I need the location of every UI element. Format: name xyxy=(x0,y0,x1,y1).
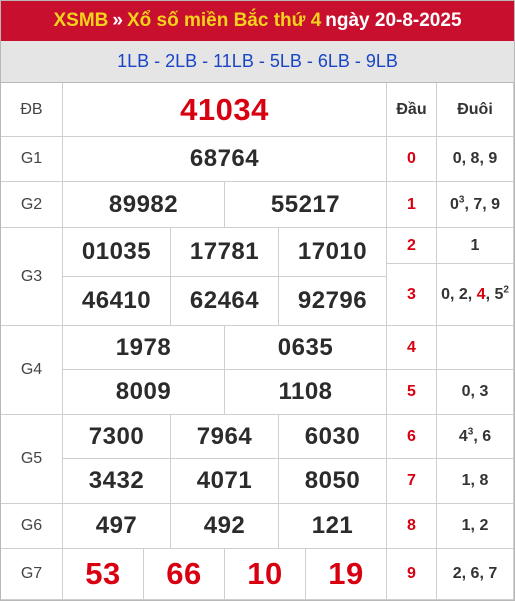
prize-value-g5: 4071 xyxy=(171,459,279,504)
head-column-label: Đầu xyxy=(387,83,437,137)
prize-value-g3: 46410 xyxy=(63,277,171,326)
loto-head: 6 xyxy=(387,415,437,459)
prize-value-g5: 6030 xyxy=(279,415,387,459)
prize-value-g7: 19 xyxy=(306,549,387,600)
ticket-codes: 1LB - 2LB - 11LB - 5LB - 6LB - 9LB xyxy=(1,41,514,83)
prize-value-g6: 121 xyxy=(279,504,387,549)
prize-label-g6: G6 xyxy=(1,504,63,549)
prize-value-g2: 89982 xyxy=(63,182,225,228)
title-link[interactable]: Xổ số miền Bắc thứ 4 xyxy=(126,10,322,31)
prize-value-g4: 1978 xyxy=(63,326,225,370)
prize-label-g5: G5 xyxy=(1,415,63,504)
prize-value-g6: 497 xyxy=(63,504,171,549)
prize-value-g6: 492 xyxy=(171,504,279,549)
loto-tail-digit: 9 xyxy=(488,150,498,167)
loto-tail-digit: 2 xyxy=(479,517,489,534)
loto-tail-digit: 43 xyxy=(458,426,474,445)
loto-tail-digit: 8 xyxy=(479,472,489,489)
prize-value-g3: 92796 xyxy=(279,277,387,326)
loto-tail: 2, 6, 7 xyxy=(437,549,514,600)
loto-tail-digit: 3 xyxy=(479,383,489,400)
loto-head: 0 xyxy=(387,137,437,182)
prize-value-g3: 17781 xyxy=(171,228,279,277)
prize-value-g5: 7300 xyxy=(63,415,171,459)
loto-head: 1 xyxy=(387,182,437,228)
prize-value-g4: 0635 xyxy=(225,326,387,370)
prize-value-g2: 55217 xyxy=(225,182,387,228)
loto-tail-digit: 2 xyxy=(452,565,462,582)
loto-tail-digit: 6 xyxy=(482,427,492,445)
loto-tail-digit: 2 xyxy=(458,285,468,303)
loto-tail-digit: 52 xyxy=(494,284,509,303)
loto-tail-digit: 9 xyxy=(491,195,501,213)
loto-tail: 0, 2, 4, 52 xyxy=(437,264,514,326)
loto-tail: 0, 8, 9 xyxy=(437,137,514,182)
loto-head: 3 xyxy=(387,264,437,326)
loto-tail: 1, 2 xyxy=(437,504,514,549)
prize-value-g5: 3432 xyxy=(63,459,171,504)
prize-value-g5: 8050 xyxy=(279,459,387,504)
prize-value-g3: 62464 xyxy=(171,277,279,326)
loto-tail: 1 xyxy=(437,228,514,264)
loto-head: 7 xyxy=(387,459,437,504)
prize-value-g5: 7964 xyxy=(171,415,279,459)
prize-value-g1: 68764 xyxy=(63,137,387,182)
prize-label-g4: G4 xyxy=(1,326,63,415)
results-grid: ĐB 41034 Đầu Đuôi G1 68764 G2 89982 5521… xyxy=(1,83,514,600)
prize-label-g3: G3 xyxy=(1,228,63,326)
loto-tail-digit: 7 xyxy=(473,195,483,213)
loto-tail-digit: 1 xyxy=(470,236,480,254)
loto-tail: 43, 6 xyxy=(437,415,514,459)
prize-value-g4: 8009 xyxy=(63,370,225,415)
prize-label-g2: G2 xyxy=(1,182,63,228)
table-header: XSMB » Xổ số miền Bắc thứ 4 ngày 20-8-20… xyxy=(1,1,514,41)
loto-tail-digit: 8 xyxy=(470,150,480,167)
loto-tail xyxy=(437,326,514,370)
loto-head: 4 xyxy=(387,326,437,370)
prize-value-g7: 66 xyxy=(144,549,225,600)
loto-head: 9 xyxy=(387,549,437,600)
prize-value-g7: 10 xyxy=(225,549,306,600)
tail-column-label: Đuôi xyxy=(437,83,514,137)
loto-tail: 03, 7, 9 xyxy=(437,182,514,228)
xsmb-link[interactable]: XSMB xyxy=(53,10,109,31)
loto-tail-digit: 03 xyxy=(449,194,465,213)
loto-tail: 1, 8 xyxy=(437,459,514,504)
prize-value-g4: 1108 xyxy=(225,370,387,415)
loto-tail-digit: 1 xyxy=(461,517,471,534)
prize-value-g3: 17010 xyxy=(279,228,387,277)
loto-tail-digit: 1 xyxy=(461,472,471,489)
loto-tail-digit: 4 xyxy=(476,285,486,303)
loto-head: 2 xyxy=(387,228,437,264)
loto-tail-digit: 7 xyxy=(488,565,498,582)
loto-tail-digit: 0 xyxy=(441,285,450,303)
loto-head: 5 xyxy=(387,370,437,415)
loto-tail-digit: 0 xyxy=(461,383,471,400)
loto-tail-digit: 6 xyxy=(470,565,480,582)
loto-head: 8 xyxy=(387,504,437,549)
breadcrumb-separator: » xyxy=(112,10,123,31)
loto-tail: 0, 3 xyxy=(437,370,514,415)
prize-value-db: 41034 xyxy=(63,83,387,137)
prize-label-g7: G7 xyxy=(1,549,63,600)
loto-tail-digit: 0 xyxy=(452,150,462,167)
prize-label-db: ĐB xyxy=(1,83,63,137)
date-label: ngày 20-8-2025 xyxy=(325,10,462,31)
prize-label-g1: G1 xyxy=(1,137,63,182)
prize-value-g7: 53 xyxy=(63,549,144,600)
prize-value-g3: 01035 xyxy=(63,228,171,277)
